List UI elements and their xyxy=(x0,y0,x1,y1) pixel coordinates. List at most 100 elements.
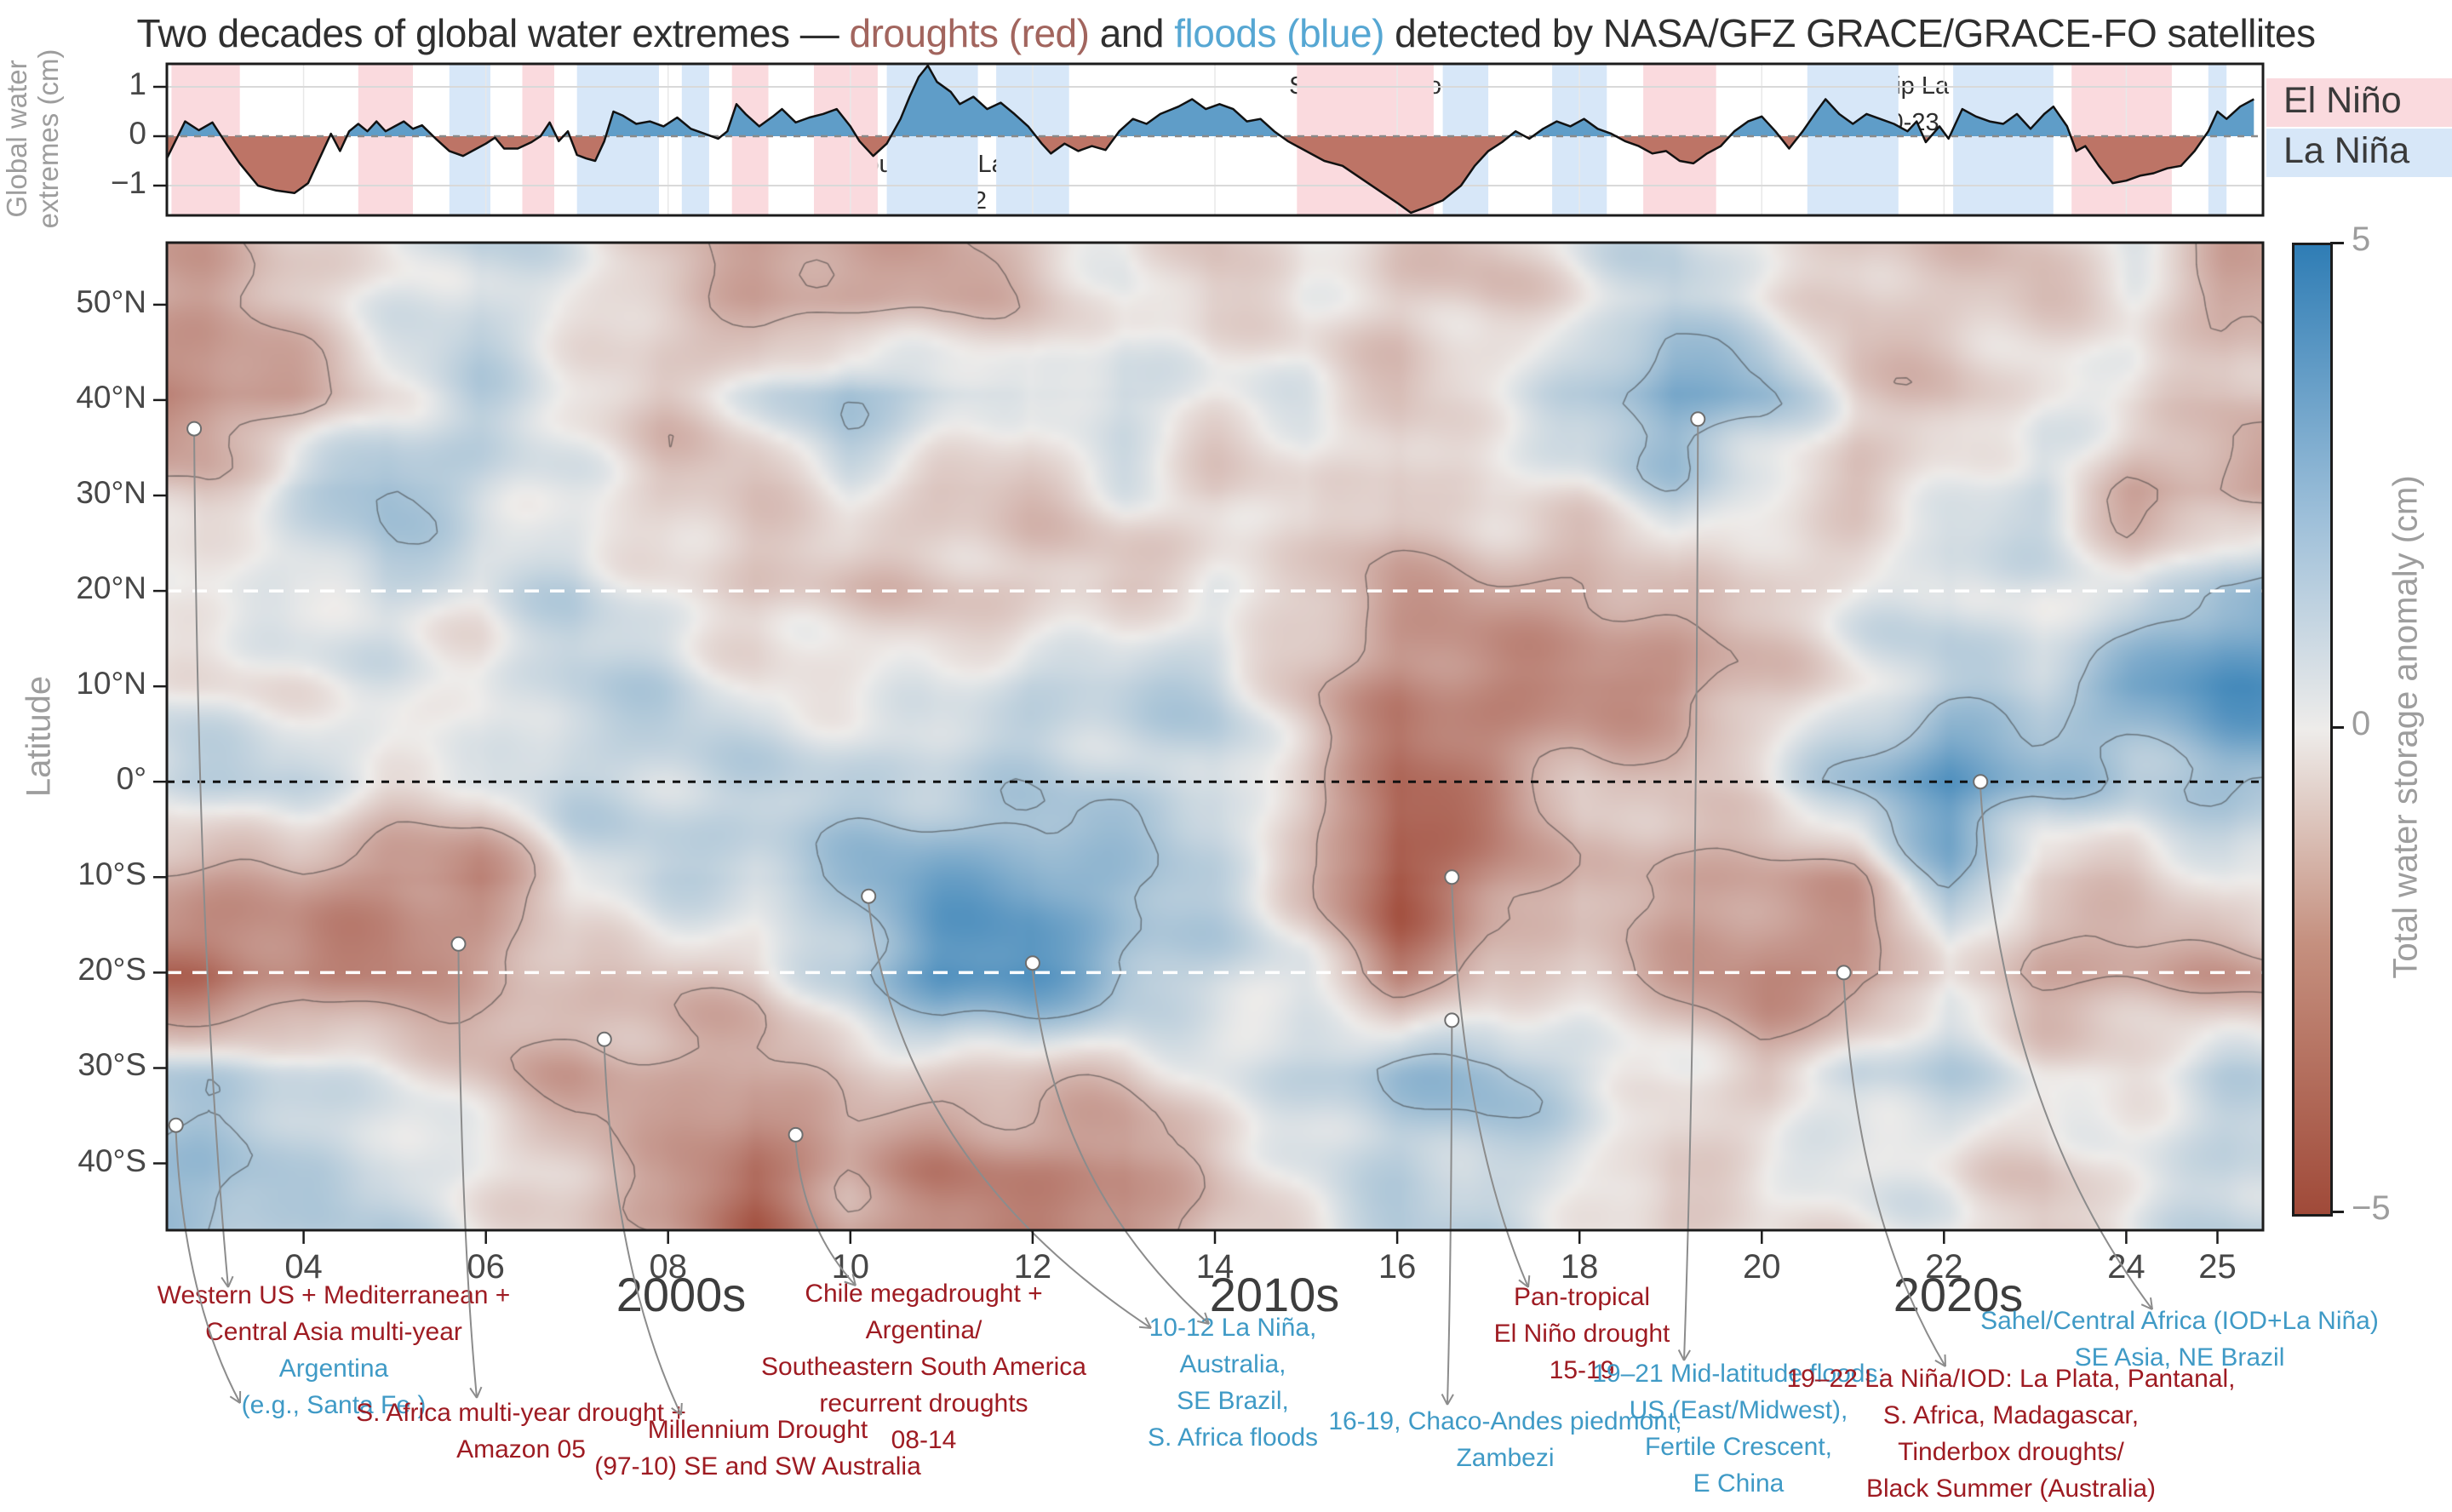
callout-arrowhead xyxy=(1144,1317,1152,1329)
latitude-tick-label: 30°S xyxy=(77,1047,146,1083)
callout-leader xyxy=(175,1132,241,1404)
event-callout-line: Amazon 05 xyxy=(456,1435,586,1463)
event-callout-line: Millennium Drought xyxy=(647,1416,868,1444)
event-callout: 19–22 La Niña/IOD: La Plata, Pantanal, S.… xyxy=(1786,1360,2235,1507)
la-nina-band xyxy=(681,64,709,215)
el-nino-band xyxy=(358,64,413,215)
callout-arrowhead xyxy=(851,1274,856,1286)
latitude-tick-label: 10°N xyxy=(76,666,146,702)
event-callout-line: Australia, xyxy=(1179,1350,1286,1378)
callout-leader xyxy=(868,903,1152,1329)
decade-label: 2020s xyxy=(1893,1268,2024,1321)
event-callout-line: El Niño drought xyxy=(1493,1320,1670,1348)
legend-el-nino: El Niño xyxy=(2266,78,2452,127)
event-callout-line: Black Summer (Australia) xyxy=(1865,1475,2157,1503)
event-callout-line: Western US + Mediterranean + xyxy=(157,1281,511,1309)
latitude-tick-label: 0° xyxy=(116,761,146,797)
la-nina-band xyxy=(2208,64,2227,215)
event-callout-line: 15-19 xyxy=(1549,1356,1615,1384)
event-callout-line: 16-19, Chaco-Andes piedmont, xyxy=(1328,1407,1682,1435)
event-marker-dot xyxy=(1444,869,1460,885)
callout-arrowhead xyxy=(227,1275,234,1288)
latitude-tick-label: 10°S xyxy=(77,856,146,892)
event-marker-dot xyxy=(186,421,203,437)
figure-title: Two decades of global water extremes — d… xyxy=(0,10,2452,56)
callout-leader xyxy=(1683,427,1699,1361)
event-marker-dot xyxy=(168,1117,184,1133)
event-callout-line: SE Asia, NE Brazil xyxy=(2074,1343,2285,1372)
event-marker-dot xyxy=(1973,774,1989,790)
callout-arrowhead xyxy=(2150,1297,2153,1310)
event-callout-line: S. Africa multi-year drought + xyxy=(356,1399,686,1427)
contour-canvas xyxy=(167,243,2263,1230)
callout-leader xyxy=(1451,885,1529,1288)
title-part: Two decades of global water extremes — xyxy=(136,11,850,55)
strip-area-floods xyxy=(167,66,2254,136)
latitude-tick-label: 20°N xyxy=(76,570,146,606)
event-callout-line: (e.g., Santa Fe ) xyxy=(241,1391,427,1419)
callout-arrowhead xyxy=(1944,1354,1946,1367)
callout-arrowhead xyxy=(1204,1312,1210,1325)
latitude-tick-label: 20°S xyxy=(77,952,146,988)
la-nina-band xyxy=(1807,64,1899,215)
event-marker-dot xyxy=(1024,955,1040,971)
callout-arrowhead xyxy=(1138,1326,1152,1329)
event-marker-dot xyxy=(1444,1012,1460,1028)
colorbar-tick-label: −5 xyxy=(2352,1189,2391,1227)
event-callout-line: S. Africa floods xyxy=(1147,1423,1319,1452)
la-nina-band xyxy=(1953,64,2054,215)
colorbar-tickmark xyxy=(2330,726,2344,729)
callout-arrowhead xyxy=(1518,1279,1529,1288)
colorbar-tick-label: 0 xyxy=(2352,705,2371,742)
event-callout-line: Argentina/ xyxy=(865,1316,983,1344)
year-tick-label: 08 xyxy=(649,1248,687,1286)
callout-arrowhead xyxy=(1447,1394,1454,1406)
event-callout: S. Africa multi-year drought + Amazon 05 xyxy=(356,1395,686,1468)
event-callout-line: 08-14 xyxy=(891,1426,957,1454)
year-tick-label: 25 xyxy=(2198,1248,2237,1286)
event-callout-line: (97-10) SE and SW Australia xyxy=(594,1452,921,1480)
strip-y-tick-label: 0 xyxy=(129,116,146,151)
callout-arrowhead xyxy=(476,1386,483,1399)
strip-border xyxy=(165,62,2265,217)
legend-la-nina-label: La Niña xyxy=(2283,130,2410,171)
callout-arrowhead xyxy=(469,1387,478,1399)
callout-arrowhead xyxy=(1677,1349,1685,1361)
colorbar-tickmark xyxy=(2330,242,2344,244)
el-nino-band xyxy=(731,64,769,215)
event-callout-line: Chile megadrought + xyxy=(805,1280,1043,1308)
event-marker-dot xyxy=(450,936,467,952)
event-marker-dot xyxy=(1836,965,1852,981)
colorbar xyxy=(2292,243,2333,1217)
event-callout: 16-19, Chaco-Andes piedmont, Zambezi xyxy=(1328,1403,1681,1476)
strip-y-tick-label: 1 xyxy=(129,66,146,101)
event-callout: Chile megadrought + Argentina/Southeaster… xyxy=(761,1275,1086,1458)
callout-arrowhead xyxy=(1527,1275,1531,1288)
event-marker-dot xyxy=(1690,411,1706,427)
callout-arrowhead xyxy=(229,1395,241,1404)
event-callout-line: Central Asia multi-year xyxy=(205,1318,462,1346)
event-callout-line: Fertile Crescent, xyxy=(1644,1433,1833,1461)
year-tick-label: 06 xyxy=(467,1248,505,1286)
year-tick-label: 04 xyxy=(284,1248,323,1286)
event-callout: 10-12 La Niña, Australia, SE Brazil, S. Afr… xyxy=(1148,1309,1318,1456)
year-tick-label: 18 xyxy=(1560,1248,1599,1286)
event-callout-line: SE Brazil, xyxy=(1177,1387,1289,1415)
event-callout: Western US + Mediterranean + Central Asia… xyxy=(158,1277,511,1423)
event-marker-dot xyxy=(596,1031,612,1047)
event-callout-line: Southeastern South America xyxy=(761,1353,1086,1381)
title-part: detected by NASA/GFZ GRACE/GRACE-FO sate… xyxy=(1384,11,2316,55)
callout-arrowhead xyxy=(2140,1303,2153,1310)
callout-arrowhead xyxy=(1683,1349,1691,1361)
event-callout-line: recurrent droughts xyxy=(819,1389,1028,1418)
event-callout-line: S. Africa, Madagascar, xyxy=(1882,1401,2140,1429)
event-callout-line: 10-12 La Niña, xyxy=(1149,1314,1317,1342)
latitude-tick-label: 40°S xyxy=(77,1143,146,1178)
callout-leader xyxy=(1842,980,1946,1367)
event-callout-line: Tinderbox droughts/ xyxy=(1898,1438,2124,1466)
latitude-tick-label: 50°N xyxy=(76,284,146,319)
event-callout-line: 19–21 Mid-latitude floods: xyxy=(1592,1360,1885,1388)
year-tick-label: 22 xyxy=(1925,1248,1963,1286)
